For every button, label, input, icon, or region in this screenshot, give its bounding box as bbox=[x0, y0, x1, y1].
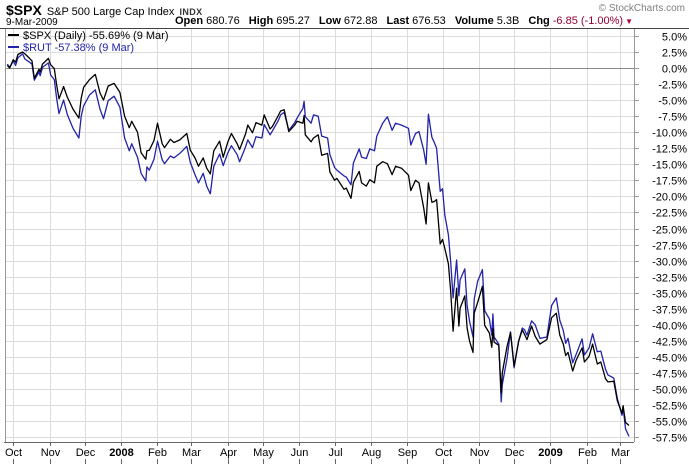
series bbox=[6, 51, 630, 437]
rut-line-swatch bbox=[8, 46, 19, 49]
y-tick-label: -10.0% bbox=[652, 128, 687, 140]
y-tick-label: -40.0% bbox=[652, 321, 687, 333]
y-tick-label: -5.0% bbox=[658, 96, 687, 108]
quote-row: Open 680.76 High 695.27 Low 672.88 Last 676.… bbox=[175, 15, 633, 27]
y-tick-label: -17.5% bbox=[652, 176, 687, 188]
index-name: S&P 500 Large Cap Index bbox=[46, 6, 175, 18]
quote-low: Low 672.88 bbox=[318, 15, 378, 27]
x-tick-label: Apr bbox=[220, 447, 237, 459]
series-line-spx bbox=[6, 51, 630, 426]
quote-date: 9-Mar-2009 bbox=[6, 17, 58, 28]
quote-open: Open 680.76 bbox=[174, 15, 240, 27]
x-tick-label: Mar bbox=[611, 447, 630, 459]
quote-high: High 695.27 bbox=[248, 15, 310, 27]
y-tick-label: -27.5% bbox=[652, 241, 687, 253]
y-tick-label: -55.0% bbox=[652, 417, 687, 429]
x-tick-label: Feb bbox=[148, 447, 167, 459]
y-tick-label: -12.5% bbox=[652, 144, 687, 156]
y-tick-label: -52.5% bbox=[652, 401, 687, 413]
quote-last: Last 676.53 bbox=[386, 15, 446, 27]
y-tick-label: -2.5% bbox=[658, 80, 687, 92]
spx-line-swatch bbox=[8, 34, 19, 37]
x-tick-label: Dec bbox=[76, 447, 96, 459]
series-line-rut bbox=[6, 53, 630, 437]
y-tick-label: -25.0% bbox=[652, 225, 687, 237]
quote-volume: Volume 5.3B bbox=[454, 15, 520, 27]
axes: Oct Nov Dec 2008 Feb Mar Apr May Jun Jul Aug Sep Oct… bbox=[0, 28, 689, 464]
y-tick-label: -50.0% bbox=[652, 385, 687, 397]
x-tick-label: Feb bbox=[578, 447, 597, 459]
y-tick-label: -45.0% bbox=[652, 353, 687, 365]
y-tick-label: -20.0% bbox=[652, 192, 687, 204]
y-tick-label: 0.0% bbox=[662, 64, 687, 76]
y-tick-label: -35.0% bbox=[652, 289, 687, 301]
chart-header: $SPX S&P 500 Large Cap Index INDX bbox=[6, 2, 203, 20]
legend-item-spx: $SPX (Daily) -55.69% (9 Mar) bbox=[8, 31, 169, 42]
x-tick-label: Dec bbox=[505, 447, 525, 459]
y-tick-label: -30.0% bbox=[652, 257, 687, 269]
exchange-label: INDX bbox=[179, 7, 203, 17]
y-tick-label: -42.5% bbox=[652, 337, 687, 349]
x-tick-label: Mar bbox=[182, 447, 201, 459]
y-tick-label: -22.5% bbox=[652, 208, 687, 220]
y-tick-label: -37.5% bbox=[652, 305, 687, 317]
stockcharts-copyright: © StockCharts.com bbox=[598, 3, 685, 14]
y-tick-label: 2.5% bbox=[662, 48, 687, 60]
y-tick-label: -15.0% bbox=[652, 160, 687, 172]
y-tick-label: -7.5% bbox=[658, 112, 687, 124]
quote-change: Chg -6.85 (-1.00%) ▼ bbox=[528, 15, 633, 27]
y-tick-label: -47.5% bbox=[652, 369, 687, 381]
y-tick-label: -57.5% bbox=[652, 433, 687, 445]
y-tick-label: 5.0% bbox=[662, 32, 687, 44]
x-tick-label: May bbox=[253, 447, 274, 459]
x-tick-label: 2009 bbox=[538, 447, 562, 459]
x-tick-label: Sep bbox=[398, 447, 418, 459]
legend-item-rut: $RUT -57.38% (9 Mar) bbox=[8, 43, 134, 54]
x-tick-label: Oct bbox=[435, 447, 452, 459]
x-tick-label: Aug bbox=[362, 447, 382, 459]
x-tick-label: Jun bbox=[291, 447, 309, 459]
symbol: $SPX bbox=[6, 2, 42, 18]
down-triangle-icon: ▼ bbox=[625, 17, 633, 26]
y-tick-label: -32.5% bbox=[652, 273, 687, 285]
grid bbox=[5, 29, 634, 442]
x-tick-label: 2008 bbox=[109, 447, 133, 459]
x-tick-label: Oct bbox=[5, 447, 22, 459]
x-tick-label: Nov bbox=[470, 447, 490, 459]
x-tick-label: Jul bbox=[328, 447, 342, 459]
x-tick-label: Nov bbox=[41, 447, 61, 459]
